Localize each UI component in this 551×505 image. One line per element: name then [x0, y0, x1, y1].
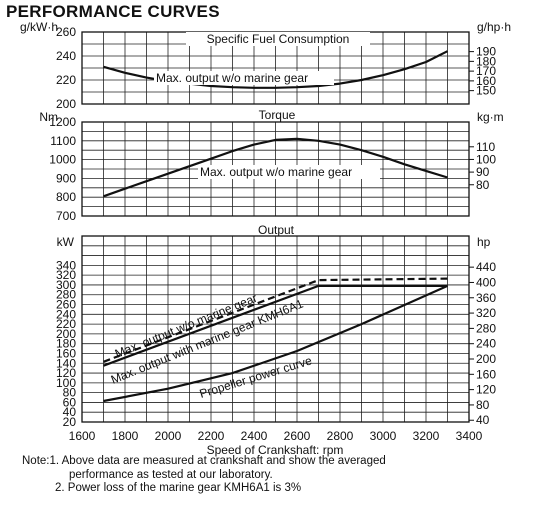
y-tick-label: 800 — [56, 190, 76, 204]
x-tick-label: 2200 — [198, 429, 225, 443]
panel-title: Torque — [259, 108, 296, 122]
y-tick-label: 260 — [56, 298, 76, 312]
y2-tick-label: 180 — [476, 54, 496, 68]
y-tick-label: 140 — [56, 356, 76, 370]
x-tick-label: 2600 — [284, 429, 311, 443]
x-axis-label: Speed of Crankshaft: rpm — [207, 443, 344, 457]
y-tick-label: 120 — [56, 366, 76, 380]
plot-frame — [81, 235, 470, 423]
y-tick-label: 1100 — [50, 134, 76, 148]
y2-tick-label: 90 — [476, 165, 490, 179]
y2-axis-unit: g/hp·h — [477, 20, 511, 34]
x-tick-label: 3400 — [456, 429, 483, 443]
series-label-background — [198, 165, 380, 179]
x-tick-label: 2400 — [241, 429, 268, 443]
y-tick-label: 160 — [56, 346, 76, 360]
y-axis-unit: Nm — [39, 110, 58, 124]
y-tick-label: 20 — [63, 415, 77, 429]
y-tick-label: 1200 — [49, 115, 76, 129]
y-tick-label: 700 — [56, 209, 76, 223]
series-line — [103, 137, 448, 198]
title-background — [186, 32, 370, 46]
y2-tick-label: 100 — [476, 152, 496, 166]
y-tick-label: 180 — [56, 337, 76, 351]
series-label: Max. output w/o marine gear — [200, 165, 352, 179]
series-line — [103, 284, 448, 403]
x-tick-label: 1800 — [112, 429, 139, 443]
panel-title: Specific Fuel Consumption — [207, 32, 350, 46]
y2-tick-label: 110 — [476, 140, 495, 154]
x-tick-label: 2800 — [327, 429, 354, 443]
y-tick-label: 1000 — [49, 153, 76, 167]
y-tick-label: 80 — [63, 386, 77, 400]
y2-tick-label: 240 — [476, 337, 496, 351]
panel-title: Output — [258, 223, 295, 237]
y2-tick-label: 320 — [476, 306, 496, 320]
y2-tick-label: 280 — [476, 321, 496, 335]
y-tick-label: 320 — [56, 268, 76, 282]
x-tick-label: 2000 — [155, 429, 182, 443]
y2-tick-label: 360 — [476, 291, 496, 305]
y2-tick-label: 150 — [476, 84, 496, 98]
x-tick-label: 1600 — [69, 429, 96, 443]
y2-tick-label: 160 — [476, 367, 496, 381]
y-tick-label: 260 — [56, 25, 76, 39]
notes: Note:1. Above data are measured at crank… — [22, 455, 386, 496]
y2-tick-label: 40 — [476, 413, 490, 427]
y2-tick-label: 160 — [476, 74, 496, 88]
y-tick-label: 200 — [56, 327, 76, 341]
y-tick-label: 340 — [56, 258, 76, 272]
y2-tick-label: 190 — [476, 45, 496, 59]
y-tick-label: 900 — [56, 171, 76, 185]
series-label-background — [154, 71, 334, 85]
y2-tick-label: 400 — [476, 275, 496, 289]
y-tick-label: 280 — [56, 288, 76, 302]
series-label: Max. output w/o marine gear — [156, 71, 308, 85]
note-1: Note:1. Above data are measured at crank… — [22, 455, 386, 467]
series-line — [103, 284, 448, 367]
x-tick-label: 3200 — [413, 429, 440, 443]
y-tick-label: 40 — [63, 405, 77, 419]
y-axis-unit: kW — [57, 235, 75, 249]
y2-axis-unit: hp — [477, 235, 491, 249]
y-tick-label: 240 — [56, 307, 76, 321]
page-title: PERFORMANCE CURVES — [6, 2, 220, 21]
y2-axis-unit: kg·m — [477, 110, 504, 124]
y2-tick-label: 200 — [476, 352, 496, 366]
x-tick-label: 3000 — [370, 429, 397, 443]
plot-frame — [81, 121, 470, 217]
y2-tick-label: 80 — [476, 178, 490, 192]
y2-tick-label: 80 — [476, 398, 490, 412]
y-tick-label: 220 — [56, 73, 76, 87]
y-tick-label: 220 — [56, 317, 76, 331]
y2-tick-label: 170 — [476, 64, 496, 78]
y2-tick-label: 440 — [476, 260, 496, 274]
y-tick-label: 100 — [56, 376, 76, 390]
y-tick-label: 240 — [56, 49, 76, 63]
y-tick-label: 200 — [56, 97, 76, 111]
y-axis-unit: g/kW·h — [20, 20, 58, 34]
y-tick-label: 300 — [56, 278, 76, 292]
note-2: 2. Power loss of the marine gear KMH6A1 … — [55, 482, 302, 494]
note-1-cont: performance as tested at our laboratory. — [69, 468, 273, 481]
y2-tick-label: 120 — [476, 383, 496, 397]
y-tick-label: 60 — [63, 395, 77, 409]
